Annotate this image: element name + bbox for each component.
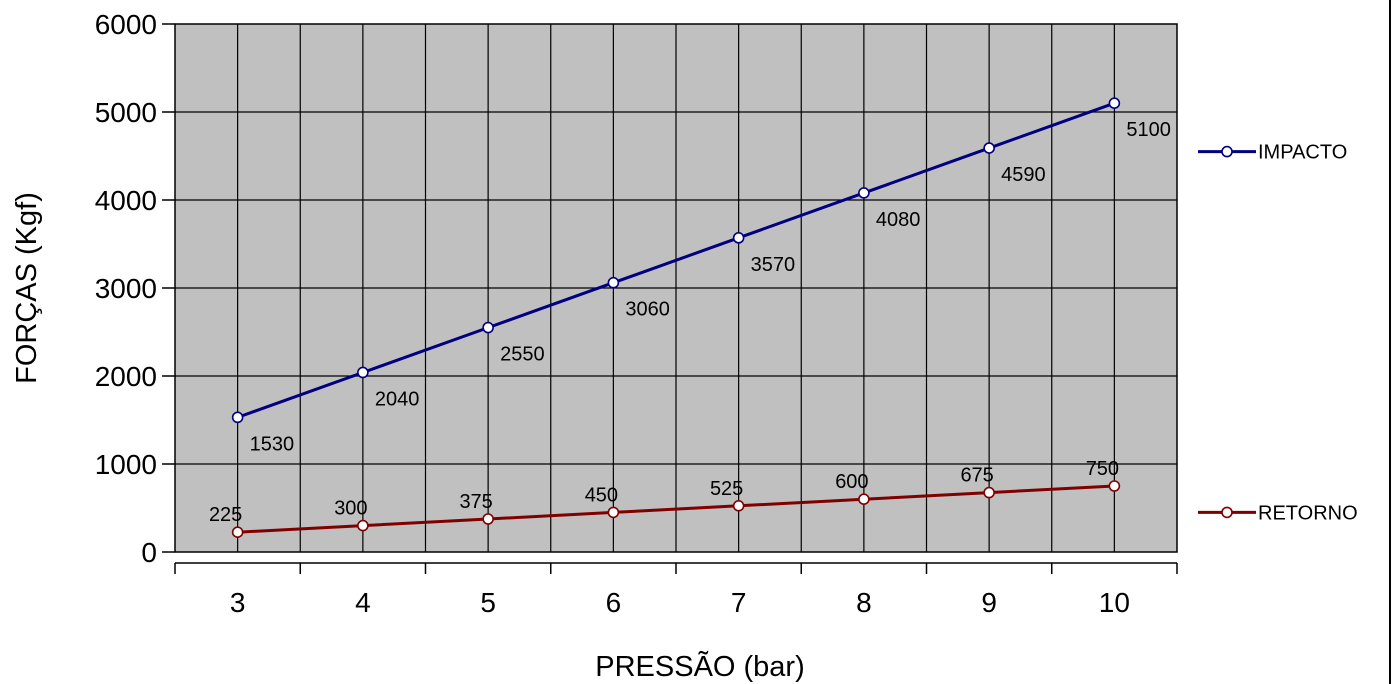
data-point-impacto [1108,97,1121,109]
data-point-retorno [357,519,369,532]
x-tick-label: 4 [355,587,371,618]
y-tick-label: 3000 [95,273,157,304]
data-label: 525 [710,478,743,500]
x-tick-label: 3 [230,587,246,618]
data-point-retorno [858,493,870,506]
legend: IMPACTO RETORNO [1198,142,1358,524]
data-label: 675 [960,465,993,487]
data-point-impacto [732,232,745,244]
data-point-retorno [482,513,494,525]
x-tick-label: 6 [606,587,622,618]
data-point-impacto [231,411,244,424]
data-point-impacto [983,142,995,154]
legend-marker-retorno [1221,506,1233,519]
x-tick-label: 10 [1099,587,1130,618]
data-label: 600 [835,471,868,493]
y-tick-label: 2000 [95,361,157,392]
legend-marker-impacto [1221,145,1233,158]
series-line-retorno [237,484,1115,534]
data-point-impacto [607,276,620,289]
axes: 0 1000 2000 3000 4000 5000 6000 3 4 5 6 7 8 9 10 [95,9,1178,618]
x-tick-label: 5 [480,587,496,618]
data-point-retorno [1108,480,1121,492]
data-label: 5100 [1126,119,1171,141]
legend-label-impacto: IMPACTO [1258,142,1347,164]
data-label: 375 [459,491,492,513]
y-tick-label: 4000 [95,185,157,216]
y-tick-label: 5000 [95,97,157,128]
data-label: 4080 [876,209,921,231]
data-label: 750 [1086,458,1119,480]
data-point-retorno [231,526,244,539]
legend-label-retorno: RETORNO [1258,502,1358,524]
data-label: 1530 [250,433,295,455]
series [231,97,1121,539]
data-point-retorno [607,506,620,519]
data-point-retorno [732,499,745,512]
grid-lines [175,24,1177,552]
data-point-impacto [357,366,369,379]
data-labels: 1530 2040 2550 3060 3570 4080 4590 5100 225 300 37… [209,119,1171,526]
data-point-impacto [858,187,870,199]
y-tick-label: 0 [141,537,157,568]
data-label: 3060 [625,299,670,321]
x-tick-label: 8 [856,587,872,618]
data-point-retorno [983,486,995,499]
x-tick-label: 9 [981,587,997,618]
y-axis-title: FORÇAS (Kgf) [11,192,43,384]
data-label: 225 [209,504,242,526]
data-label: 3570 [751,254,796,276]
data-label: 450 [585,484,618,506]
x-axis-title: PRESSÃO (bar) [595,649,805,683]
x-tick-label: 7 [731,587,747,618]
y-tick-label: 6000 [95,9,157,40]
data-point-impacto [482,321,494,334]
data-label: 2040 [375,388,420,410]
y-tick-label: 1000 [95,449,157,480]
data-label: 300 [334,498,367,520]
series-line-impacto [237,101,1115,419]
data-label: 2550 [500,344,545,366]
data-label: 4590 [1001,164,1046,186]
